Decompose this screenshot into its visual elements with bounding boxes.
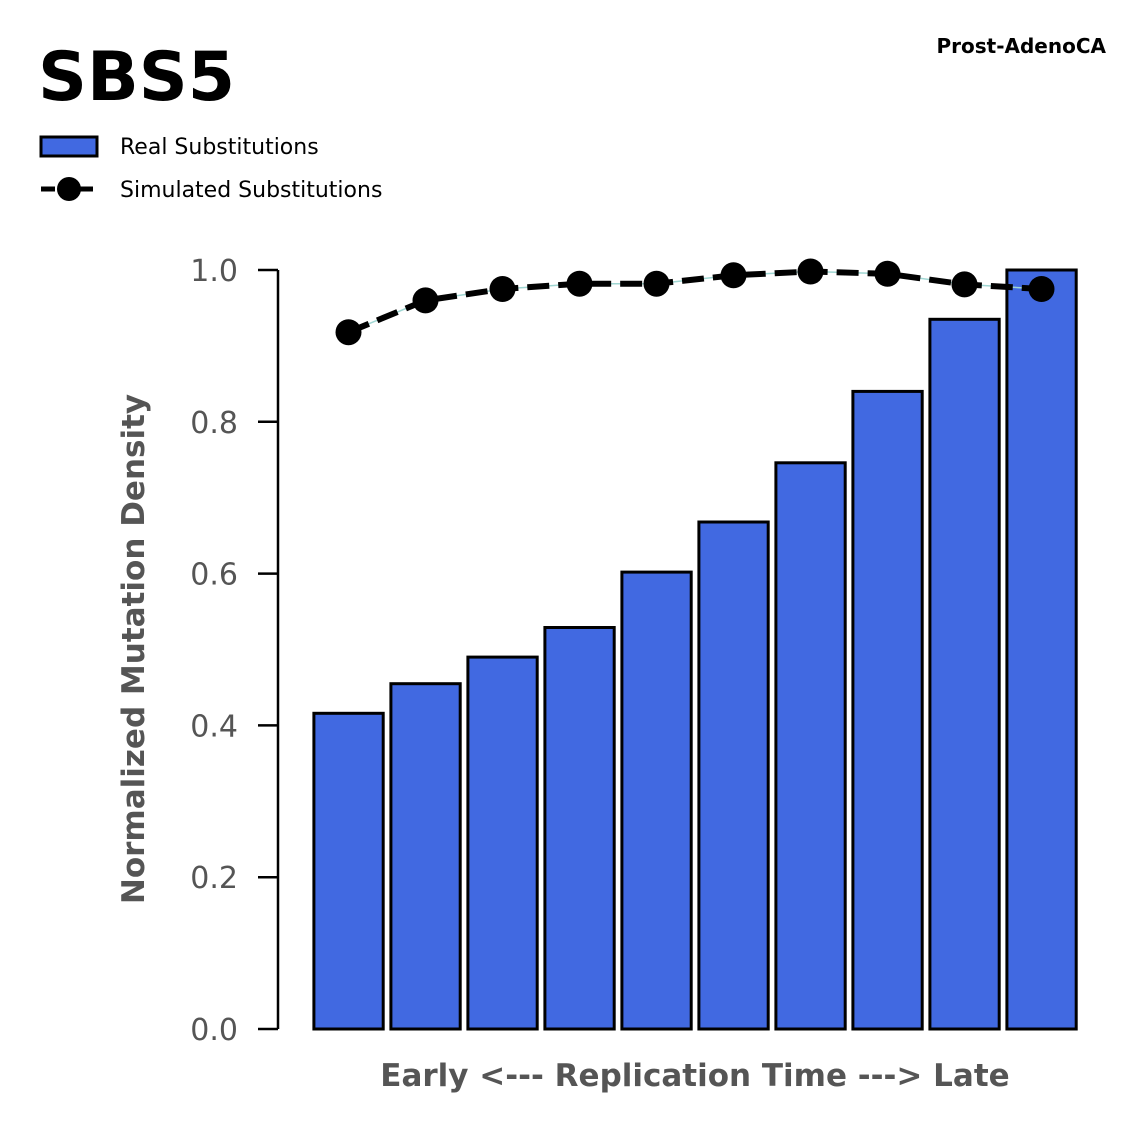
y-tick-label-2: 0.4 <box>190 709 238 744</box>
bar-series-real <box>312 268 1078 1031</box>
bar-1 <box>312 711 385 1031</box>
bar-2 <box>389 682 462 1031</box>
legend-label-real: Real Substitutions <box>120 135 319 160</box>
bar-10 <box>1005 268 1078 1031</box>
line-series-simulated <box>335 258 1055 346</box>
simulated-point-7 <box>797 258 824 285</box>
legend-marker-simulated <box>57 177 81 201</box>
y-tick-label-5: 1.0 <box>190 254 238 289</box>
y-tick-label-0: 0.0 <box>190 1013 238 1048</box>
bar-6 <box>697 520 770 1031</box>
simulated-point-10 <box>1028 276 1055 302</box>
simulated-point-6 <box>720 262 747 289</box>
simulated-point-3 <box>489 276 516 302</box>
simulated-point-5 <box>643 270 670 297</box>
y-tick-label-4: 0.8 <box>190 406 238 441</box>
bar-4 <box>543 626 616 1031</box>
simulated-point-4 <box>566 270 593 297</box>
simulated-point-9 <box>951 271 978 298</box>
simulated-point-2 <box>412 287 439 314</box>
chart-title: SBS5 <box>38 38 235 117</box>
x-axis-label: Early <--- Replication Time ---> Late <box>380 1058 1009 1094</box>
y-axis: 0.0 0.2 0.4 0.6 0.8 1.0 <box>190 254 280 1048</box>
legend-label-simulated: Simulated Substitutions <box>120 178 382 203</box>
bar-3 <box>466 655 539 1031</box>
bar-9 <box>928 317 1001 1031</box>
legend-swatch-real <box>39 135 99 158</box>
chart-subtitle: Prost-AdenoCA <box>936 34 1106 58</box>
legend: Real Substitutions Simulated Substitutio… <box>39 135 382 203</box>
y-axis-label: Normalized Mutation Density <box>116 394 152 904</box>
y-tick-label-1: 0.2 <box>190 861 238 896</box>
bar-5 <box>620 570 693 1031</box>
simulated-point-1 <box>335 319 362 346</box>
bar-7 <box>774 461 847 1031</box>
y-tick-label-3: 0.6 <box>190 558 238 593</box>
simulated-point-8 <box>874 260 901 287</box>
bar-8 <box>851 389 924 1031</box>
simulated-line <box>347 268 1042 335</box>
